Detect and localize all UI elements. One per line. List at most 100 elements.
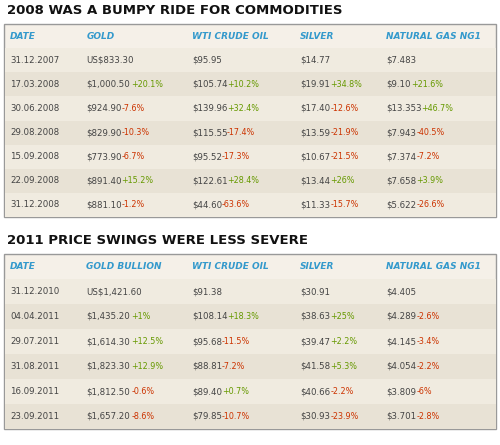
Text: $881.10: $881.10 — [86, 200, 122, 210]
Text: 29.07.2011: 29.07.2011 — [10, 337, 59, 346]
Text: $19.91: $19.91 — [300, 80, 330, 89]
Text: $88.81: $88.81 — [0, 444, 1, 445]
Text: $773.90: $773.90 — [86, 152, 122, 161]
Bar — [4, 254, 496, 429]
Text: $1,000.50: $1,000.50 — [0, 444, 1, 445]
Bar — [5, 304, 496, 329]
Text: $891.40: $891.40 — [86, 176, 122, 185]
Text: +1%: +1% — [131, 312, 150, 321]
Text: WTI CRUDE OIL: WTI CRUDE OIL — [192, 32, 269, 40]
Text: +0.7%: +0.7% — [222, 387, 249, 396]
Bar — [5, 379, 496, 404]
Text: -17.4%: -17.4% — [227, 128, 256, 137]
Text: $1,823.30: $1,823.30 — [0, 444, 1, 445]
Text: $108.14: $108.14 — [0, 444, 1, 445]
Text: $4.405: $4.405 — [386, 287, 416, 296]
Text: -23.9%: -23.9% — [330, 412, 358, 421]
Text: +20.1%: +20.1% — [131, 80, 163, 89]
Text: $41.58: $41.58 — [0, 444, 1, 445]
Text: $3.809: $3.809 — [0, 444, 1, 445]
Text: +12.9%: +12.9% — [131, 362, 164, 371]
Text: $1,435.20: $1,435.20 — [86, 312, 130, 321]
Text: -0.6%: -0.6% — [131, 387, 154, 396]
Text: 23.09.2011: 23.09.2011 — [10, 412, 59, 421]
Text: -1.2%: -1.2% — [121, 200, 144, 210]
Text: $79.85: $79.85 — [0, 444, 1, 445]
Text: 15.09.2008: 15.09.2008 — [10, 152, 59, 161]
Text: -26.6%: -26.6% — [416, 200, 444, 210]
Text: $105.74: $105.74 — [192, 80, 228, 89]
Bar — [5, 48, 496, 72]
Bar — [5, 193, 496, 217]
Text: $1,657.20: $1,657.20 — [86, 412, 130, 421]
Text: -3.4%: -3.4% — [416, 337, 440, 346]
Text: $9.10: $9.10 — [0, 444, 1, 445]
Bar — [5, 145, 496, 169]
Text: +10.2%: +10.2% — [227, 80, 259, 89]
Text: +18.3%: +18.3% — [227, 312, 259, 321]
Text: -2.2%: -2.2% — [416, 362, 440, 371]
Text: -6.7%: -6.7% — [121, 152, 144, 161]
Text: $14.77: $14.77 — [300, 56, 330, 65]
Text: -63.6%: -63.6% — [222, 200, 250, 210]
Bar — [5, 279, 496, 304]
Text: $41.58: $41.58 — [300, 362, 330, 371]
Bar — [5, 354, 496, 379]
Text: -7.2%: -7.2% — [416, 152, 440, 161]
Text: $105.74: $105.74 — [0, 444, 1, 445]
Text: $10.67: $10.67 — [0, 444, 1, 445]
Text: +46.7%: +46.7% — [422, 104, 454, 113]
Text: 31.12.2008: 31.12.2008 — [10, 200, 59, 210]
Text: +26%: +26% — [330, 176, 354, 185]
Text: $13.59: $13.59 — [300, 128, 330, 137]
Bar — [4, 24, 496, 217]
Text: $5.622: $5.622 — [0, 444, 1, 445]
Text: 31.08.2011: 31.08.2011 — [10, 362, 59, 371]
Text: $1,823.30: $1,823.30 — [86, 362, 130, 371]
Bar — [5, 121, 496, 145]
Text: $30.93: $30.93 — [0, 444, 1, 445]
Text: $17.40: $17.40 — [0, 444, 1, 445]
Text: $9.10: $9.10 — [386, 80, 411, 89]
Text: $1,614.30: $1,614.30 — [0, 444, 1, 445]
Text: $122.61: $122.61 — [0, 444, 1, 445]
Text: -21.9%: -21.9% — [330, 128, 358, 137]
Text: $39.47: $39.47 — [0, 444, 1, 445]
Text: -2.2%: -2.2% — [330, 387, 353, 396]
Text: $95.68: $95.68 — [0, 444, 1, 445]
Text: -2.8%: -2.8% — [416, 412, 440, 421]
Text: $11.33: $11.33 — [300, 200, 330, 210]
Bar — [5, 97, 496, 121]
Text: $89.40: $89.40 — [0, 444, 1, 445]
Text: $13.353: $13.353 — [386, 104, 422, 113]
Text: $122.61: $122.61 — [192, 176, 228, 185]
Bar — [5, 72, 496, 97]
Text: -8.6%: -8.6% — [131, 412, 154, 421]
Text: $30.91: $30.91 — [300, 287, 330, 296]
Text: +34.8%: +34.8% — [330, 80, 362, 89]
Text: 29.08.2008: 29.08.2008 — [10, 128, 59, 137]
Text: 31.12.2010: 31.12.2010 — [10, 287, 59, 296]
Text: $3.809: $3.809 — [386, 387, 416, 396]
Text: $38.63: $38.63 — [300, 312, 330, 321]
Text: +5.3%: +5.3% — [330, 362, 357, 371]
Text: $881.10: $881.10 — [0, 444, 1, 445]
Text: 2011 PRICE SWINGS WERE LESS SEVERE: 2011 PRICE SWINGS WERE LESS SEVERE — [7, 234, 308, 247]
Text: $7.658: $7.658 — [386, 176, 416, 185]
Text: $95.52: $95.52 — [192, 152, 222, 161]
Text: $108.14: $108.14 — [192, 312, 228, 321]
Text: GOLD BULLION: GOLD BULLION — [86, 262, 162, 271]
Text: +12.5%: +12.5% — [131, 337, 164, 346]
Text: $3.701: $3.701 — [386, 412, 416, 421]
Text: $11.33: $11.33 — [0, 444, 1, 445]
Text: -11.5%: -11.5% — [222, 337, 250, 346]
Text: -21.5%: -21.5% — [330, 152, 358, 161]
Text: +15.2%: +15.2% — [121, 176, 154, 185]
Text: DATE: DATE — [10, 262, 36, 271]
Text: $95.95: $95.95 — [192, 56, 222, 65]
Text: US$833.30: US$833.30 — [86, 56, 134, 65]
Text: $7.374: $7.374 — [386, 152, 416, 161]
Text: -6%: -6% — [416, 387, 432, 396]
Text: NATURAL GAS NG1: NATURAL GAS NG1 — [386, 262, 482, 271]
Text: $829.90: $829.90 — [86, 128, 122, 137]
